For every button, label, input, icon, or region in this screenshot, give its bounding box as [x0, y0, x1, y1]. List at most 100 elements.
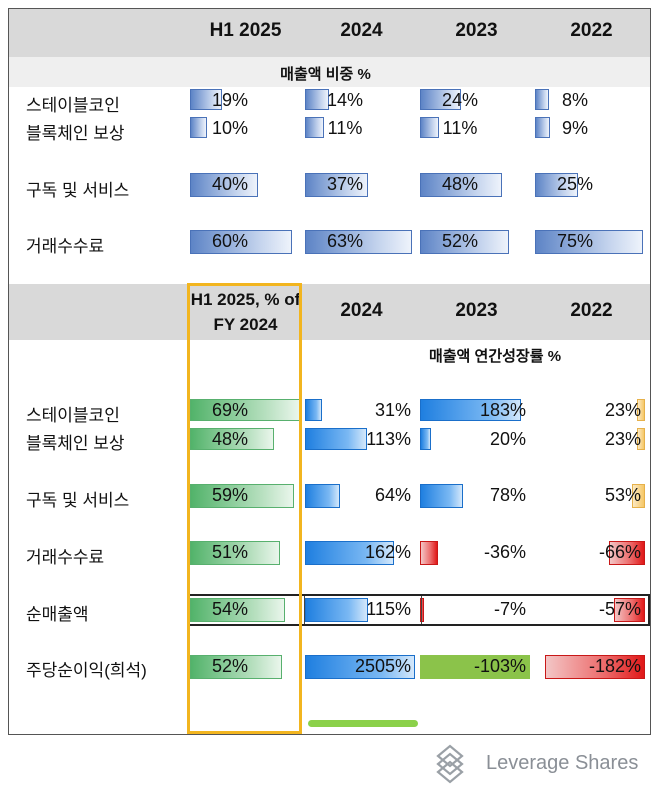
share-value-label: 9%: [561, 118, 588, 138]
top-col-2024: 2024: [340, 20, 383, 41]
share-bar: [305, 230, 412, 254]
share-value-label: 24%: [441, 90, 479, 110]
growth-bar: [305, 428, 367, 450]
share-bar: [420, 89, 461, 110]
share-value-label: 11%: [327, 118, 363, 138]
h1-value-label: 54%: [211, 599, 249, 619]
share-bar: [420, 117, 439, 138]
h1-2025-highlight-box: [187, 283, 302, 734]
share-value-label: 10%: [211, 118, 249, 138]
growth-value-label: 53%: [604, 485, 641, 505]
bottom-col-2023: 2023: [455, 300, 498, 321]
growth-bar: [420, 428, 431, 450]
growth-bar: [637, 399, 645, 421]
share-value-label: 60%: [211, 231, 249, 251]
growth-bar: [305, 655, 415, 679]
growth-value-label: 115%: [366, 599, 411, 619]
growth-bar: [545, 655, 645, 679]
growth-value-label: 183%: [479, 400, 526, 420]
bottom-row-label: 구독 및 서비스: [26, 491, 130, 510]
bottom-row-label: 거래수수료: [26, 548, 105, 567]
share-bar: [535, 230, 643, 254]
bottom-row-label: 블록체인 보상: [26, 434, 125, 453]
h1-value-label: 51%: [211, 542, 249, 562]
share-bar: [190, 89, 222, 110]
share-value-label: 63%: [326, 231, 364, 251]
bottom-header-band: [9, 284, 650, 340]
growth-value-label: 31%: [374, 400, 411, 420]
share-value-label: 8%: [561, 90, 588, 110]
top-col-2023: 2023: [455, 20, 498, 41]
net-row-divider: [304, 596, 305, 624]
growth-value-label: 78%: [489, 485, 526, 505]
top-section-title: 매출액 비중 %: [280, 66, 371, 83]
growth-value-label: 23%: [604, 400, 641, 420]
growth-bar: [305, 399, 322, 421]
share-bar: [305, 117, 324, 138]
h1-value-label: 52%: [211, 656, 249, 676]
growth-bar: [420, 655, 530, 679]
growth-bar: [420, 399, 521, 421]
growth-bar: [420, 484, 463, 508]
h1-progress-bar: [190, 484, 294, 508]
growth-value-label: -36%: [483, 542, 526, 562]
h1-progress-bar: [190, 655, 282, 679]
share-bar: [305, 173, 368, 197]
share-bar: [420, 173, 502, 197]
green-underline-accent: [308, 720, 418, 727]
share-bar: [305, 89, 329, 110]
bottom-col-2022: 2022: [570, 300, 613, 321]
growth-value-label: -182%: [588, 656, 641, 676]
h1-value-label: 59%: [211, 485, 249, 505]
share-bar: [190, 230, 292, 254]
growth-value-label: 2505%: [354, 656, 411, 676]
top-row-label: 구독 및 서비스: [26, 181, 130, 200]
leverage-shares-logo-icon: [436, 744, 464, 784]
top-row-label: 블록체인 보상: [26, 124, 125, 143]
top-col-h1-2025: H1 2025: [209, 20, 282, 41]
share-value-label: 11%: [442, 118, 478, 138]
growth-bar: [305, 598, 368, 622]
bottom-col-2024: 2024: [340, 300, 383, 321]
share-value-label: 14%: [326, 90, 364, 110]
share-value-label: 40%: [211, 174, 249, 194]
h1-progress-bar: [190, 428, 274, 450]
share-value-label: 19%: [211, 90, 249, 110]
growth-bar: [609, 541, 645, 565]
growth-value-label: -103%: [473, 656, 526, 676]
growth-bar: [632, 484, 645, 508]
share-bar: [420, 230, 509, 254]
growth-value-label: 20%: [489, 429, 526, 449]
share-bar: [190, 173, 258, 197]
growth-value-label: -57%: [598, 599, 641, 619]
bottom-row-label: 스테이블코인: [26, 406, 120, 425]
growth-value-label: 162%: [364, 542, 411, 562]
top-row-label: 스테이블코인: [26, 96, 120, 115]
growth-bar: [614, 598, 645, 622]
share-value-label: 37%: [326, 174, 364, 194]
top-col-2022: 2022: [570, 20, 613, 41]
share-value-label: 48%: [441, 174, 479, 194]
growth-bar: [420, 541, 438, 565]
growth-value-label: -7%: [493, 599, 526, 619]
brand-name: Leverage Shares: [486, 752, 639, 774]
bottom-row-label: 주당순이익(희석): [26, 661, 147, 680]
share-bar: [535, 89, 549, 110]
top-subheader-band: [9, 57, 650, 87]
share-bar: [190, 117, 207, 138]
growth-value-label: 23%: [604, 429, 641, 449]
growth-value-label: 113%: [366, 429, 411, 449]
bottom-col-h1-2025: H1 2025, % of FY 2024: [190, 290, 301, 334]
growth-value-label: 64%: [374, 485, 411, 505]
bottom-section-title: 매출액 연간성장률 %: [428, 348, 562, 365]
share-value-label: 25%: [556, 174, 594, 194]
bottom-row-label: 순매출액: [26, 605, 89, 624]
share-bar: [535, 173, 578, 197]
share-bar: [535, 117, 550, 138]
growth-bar: [305, 484, 340, 508]
h1-value-label: 48%: [211, 429, 249, 449]
growth-bar: [637, 428, 645, 450]
h1-progress-bar: [190, 541, 280, 565]
h1-value-label: 69%: [211, 400, 249, 420]
growth-value-label: -66%: [598, 542, 641, 562]
